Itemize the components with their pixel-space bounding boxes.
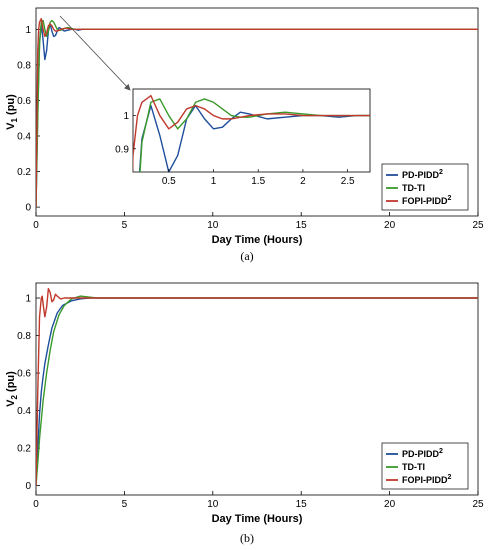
y-tick-label: 0 (25, 203, 31, 214)
legend-label: FOPI-PIDD2 (402, 474, 452, 485)
legend-label-name: FOPI-PIDD (402, 196, 448, 206)
y-tick-label: 0.6 (17, 96, 31, 107)
y-tick-label: 0.4 (17, 406, 31, 417)
x-tick-label: 0 (33, 220, 39, 231)
x-tick-label: 25 (472, 220, 484, 231)
plot-frame (35, 282, 479, 496)
zoom-pointer-arrow (59, 15, 131, 91)
x-tick-label: 10 (207, 220, 219, 231)
inset-x-tick-label: 2.5 (341, 176, 355, 187)
y-tick-label: 0.8 (17, 60, 31, 71)
x-tick-label: 20 (384, 220, 396, 231)
series-line-2 (36, 17, 478, 208)
legend-label: PD-PIDD2 (402, 169, 443, 180)
inset-series-line-1 (139, 98, 370, 172)
x-tick-label: 25 (472, 499, 484, 510)
legend-label-name: FOPI-PIDD (402, 475, 448, 485)
y-tick-label: 0.2 (17, 167, 31, 178)
y-tick-label: 1 (25, 294, 31, 305)
legend-box (381, 163, 469, 211)
y-axis-label-unit: (pu) (5, 371, 17, 395)
x-tick-label: 10 (207, 499, 219, 510)
y-axis-label-subscript: 1 (10, 117, 19, 122)
legend-label-superscript: 2 (439, 169, 443, 176)
x-axis-label: Day Time (Hours) (212, 234, 303, 246)
legend-box (381, 442, 469, 490)
y-axis-label-unit: (pu) (5, 94, 17, 118)
panel-caption: (a) (240, 249, 253, 263)
legend-label-name: PD-PIDD (402, 170, 440, 180)
legend-label-superscript: 2 (448, 474, 452, 481)
legend-label: FOPI-PIDD2 (402, 195, 452, 206)
legend-label-superscript: 2 (439, 448, 443, 455)
inset-y-tick-label: 1 (123, 111, 129, 122)
inset-frame (132, 88, 371, 173)
inset-x-tick-label: 2 (300, 176, 306, 187)
legend-label-name: TD-TI (402, 462, 425, 472)
y-tick-label: 1 (25, 25, 31, 36)
inset-x-tick-label: 1.5 (251, 176, 265, 187)
panel-caption: (b) (240, 531, 254, 545)
inset-y-tick-label: 0.9 (115, 144, 129, 155)
inset-series-group (133, 94, 370, 172)
legend-label-superscript: 2 (448, 195, 452, 202)
x-tick-label: 15 (296, 220, 308, 231)
y-tick-label: 0.8 (17, 331, 31, 342)
legend-label-name: TD-TI (402, 183, 425, 193)
x-tick-label: 20 (384, 499, 396, 510)
inset-x-tick-label: 0.5 (162, 176, 176, 187)
y-axis-label-symbol: V (5, 122, 17, 130)
y-tick-label: 0 (25, 481, 31, 492)
x-tick-label: 15 (296, 499, 308, 510)
legend-label-name: PD-PIDD (402, 449, 440, 459)
inset-x-tick-label: 1 (211, 176, 217, 187)
x-tick-label: 5 (122, 220, 128, 231)
y-axis-label-subscript: 2 (10, 394, 19, 399)
y-tick-label: 0.4 (17, 132, 31, 143)
y-tick-label: 0.2 (17, 444, 31, 455)
series-line-2 (36, 287, 478, 486)
legend-label: TD-TI (402, 462, 425, 472)
inset-series-line-2 (133, 94, 370, 172)
y-axis-label: V2 (pu) (5, 371, 19, 407)
x-tick-label: 5 (122, 499, 128, 510)
plot-frame (35, 7, 479, 217)
legend-label: PD-PIDD2 (402, 448, 443, 459)
series-group (36, 17, 478, 208)
y-tick-label: 0.6 (17, 369, 31, 380)
legend-label: TD-TI (402, 183, 425, 193)
series-group (36, 287, 478, 486)
x-tick-label: 0 (33, 499, 39, 510)
x-axis-label: Day Time (Hours) (212, 513, 303, 525)
y-axis-label-symbol: V (5, 399, 17, 407)
y-axis-label: V1 (pu) (5, 94, 19, 130)
